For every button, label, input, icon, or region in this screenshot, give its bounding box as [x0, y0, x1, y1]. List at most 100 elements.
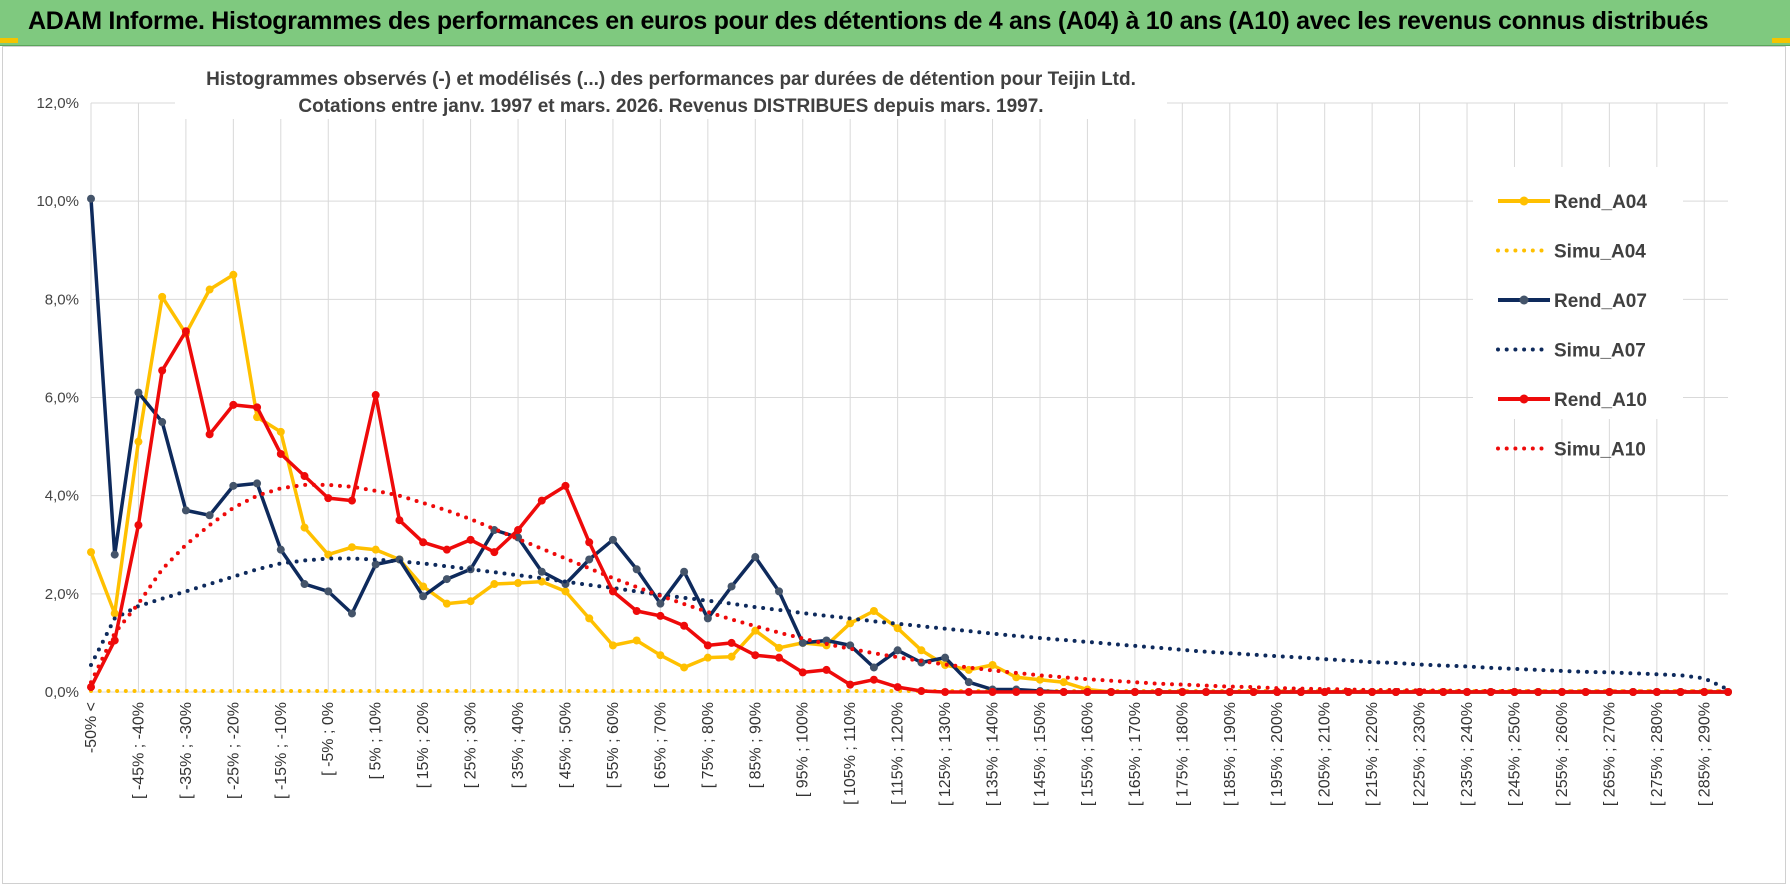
data-point — [134, 388, 143, 397]
data-point — [988, 688, 997, 696]
x-tick-label: [ 215% ; 220% — [1364, 702, 1381, 806]
x-tick-label: [ 35% ; 40% — [510, 702, 527, 788]
data-point — [1724, 688, 1732, 696]
data-point — [442, 545, 451, 554]
x-tick-label: [ 165% ; 170% — [1127, 702, 1144, 806]
data-point — [798, 638, 807, 647]
data-point — [585, 614, 594, 623]
x-tick-label: [ 155% ; 160% — [1079, 702, 1096, 806]
data-point — [1035, 675, 1044, 684]
x-tick-label: [ 275% ; 280% — [1649, 702, 1666, 806]
data-point — [419, 582, 428, 591]
banner-title: ADAM Informe. Histogrammes des performan… — [28, 7, 1709, 35]
legend-box — [1473, 167, 1683, 419]
data-point — [680, 663, 689, 672]
data-point — [110, 609, 119, 618]
x-tick-label: [ 115% ; 120% — [890, 702, 907, 805]
data-point — [371, 391, 380, 400]
y-axis: 0,0% 2,0% 4,0% 6,0% 8,0% 10,0% 12,0% — [36, 95, 79, 701]
data-point — [276, 545, 285, 554]
legend-marker — [1519, 295, 1529, 305]
data-point — [727, 582, 736, 591]
data-point — [253, 403, 262, 412]
legend: Rend_A04 Simu_A04 Rend_A07 Simu_A07 Rend_A10… — [1496, 192, 1647, 461]
banner-corner-left — [0, 38, 18, 43]
data-point — [608, 587, 617, 596]
legend-label: Simu_A07 — [1554, 341, 1646, 362]
data-point — [1320, 688, 1329, 696]
data-point — [181, 506, 190, 515]
data-point — [775, 653, 784, 662]
data-point — [703, 614, 712, 623]
data-point — [988, 661, 997, 670]
data-point — [1012, 673, 1021, 682]
data-point — [419, 592, 428, 601]
banner-corner-right — [1772, 38, 1790, 43]
data-point — [608, 641, 617, 650]
data-point — [585, 555, 594, 564]
data-point — [158, 418, 167, 427]
data-point — [1130, 688, 1139, 696]
data-point — [727, 652, 736, 661]
x-tick-label: [ 265% ; 270% — [1601, 702, 1618, 806]
series-layer — [87, 194, 1732, 696]
data-point — [324, 550, 333, 559]
data-point — [869, 607, 878, 616]
data-point — [703, 653, 712, 662]
data-point — [917, 646, 926, 655]
x-tick-label: [ 195% ; 200% — [1269, 702, 1286, 806]
data-point — [561, 481, 570, 490]
x-tick-label: [ 95% ; 100% — [795, 702, 812, 797]
x-tick-label: [ -5% ; 0% — [320, 702, 337, 776]
x-tick-label: [ 145% ; 150% — [1032, 702, 1049, 806]
data-point — [87, 683, 95, 692]
data-point — [656, 611, 665, 620]
data-point — [110, 636, 119, 645]
data-point — [1178, 688, 1187, 696]
data-point — [466, 535, 475, 544]
x-tick-label: [ -25% ; -20% — [225, 702, 242, 799]
data-point — [1012, 688, 1021, 696]
series-line — [89, 482, 1730, 694]
data-point — [775, 587, 784, 596]
data-point — [419, 538, 428, 547]
x-tick-label: [ 85% ; 90% — [747, 702, 764, 788]
x-tick-label: [ 245% ; 250% — [1506, 702, 1523, 806]
x-tick-label: [ 285% ; 290% — [1696, 702, 1713, 806]
data-point — [1107, 688, 1116, 696]
data-point — [347, 543, 356, 552]
chart-title-line2: Cotations entre janv. 1997 et mars. 2026… — [298, 96, 1043, 117]
x-tick-label: [ 5% ; 10% — [368, 702, 385, 779]
data-point — [253, 413, 262, 422]
data-point — [822, 636, 831, 645]
x-tick-label: [ 75% ; 80% — [700, 702, 717, 788]
data-point — [751, 626, 760, 635]
series-Simu_A07 — [89, 556, 1730, 692]
data-point — [1083, 688, 1092, 696]
x-tick-label: [ -15% ; -10% — [273, 702, 290, 799]
data-point — [205, 430, 214, 439]
x-tick-label: -50% < — [83, 702, 100, 753]
legend-label: Rend_A10 — [1554, 390, 1647, 411]
x-axis: -50% < [ -45% ; -40% [ -35% ; -30% [ -25% ;… — [83, 702, 1713, 806]
legend-label: Rend_A07 — [1554, 291, 1647, 312]
data-point — [680, 567, 689, 576]
data-point — [158, 292, 167, 301]
data-point — [608, 535, 617, 544]
data-point — [656, 599, 665, 608]
data-point — [893, 683, 902, 692]
data-point — [300, 580, 309, 589]
x-tick-label: [ 65% ; 70% — [652, 702, 669, 788]
data-point — [537, 496, 546, 505]
data-point — [893, 646, 902, 655]
data-point — [1035, 688, 1044, 696]
data-point — [442, 599, 451, 608]
y-tick-label: 6,0% — [45, 390, 79, 407]
data-point — [1154, 688, 1163, 696]
data-point — [846, 680, 855, 689]
legend-label: Rend_A04 — [1554, 192, 1647, 213]
series-line — [89, 329, 1728, 694]
data-point — [229, 481, 238, 490]
x-tick-label: [ 255% ; 260% — [1554, 702, 1571, 806]
data-point — [964, 688, 973, 696]
